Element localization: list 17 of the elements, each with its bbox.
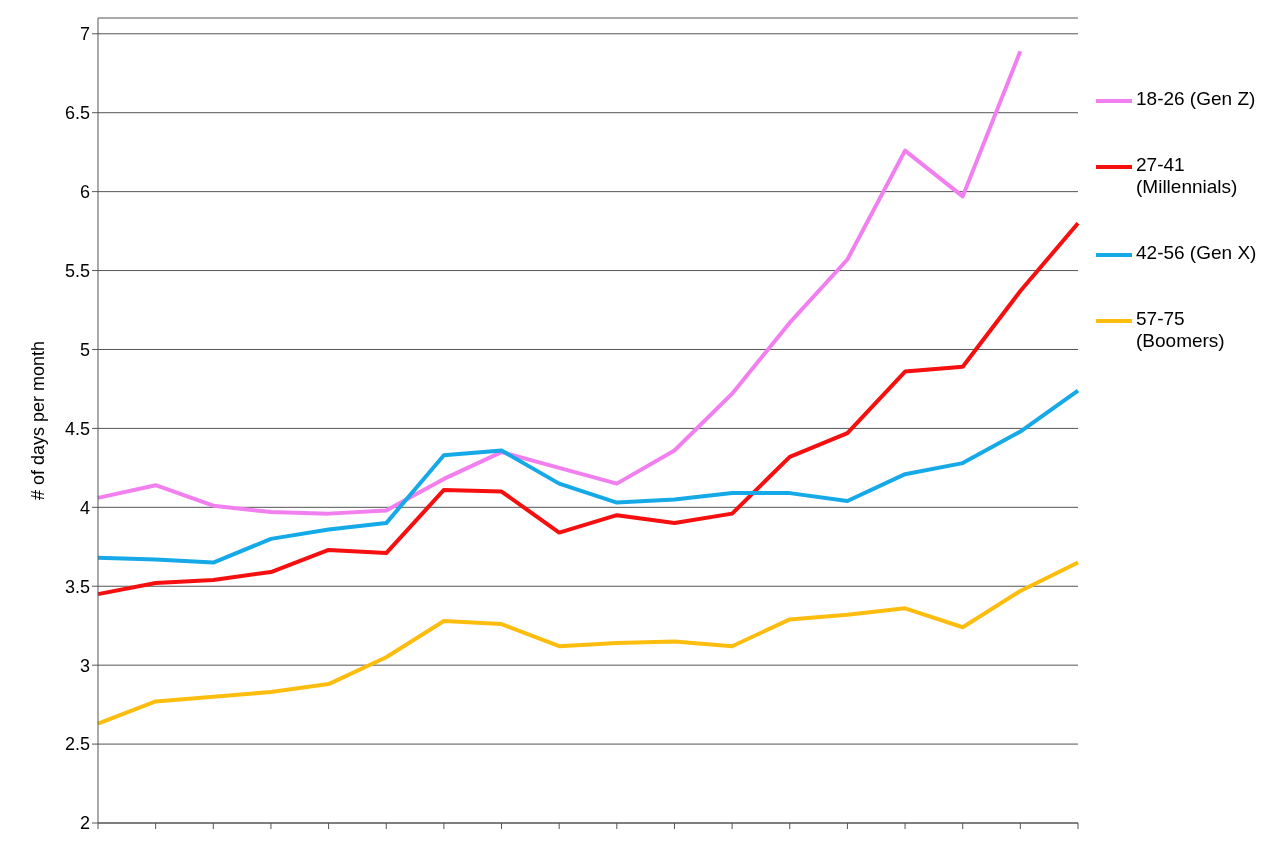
y-tick-label: 4.5 [64, 418, 90, 439]
legend-label: 18-26 (Gen Z) [1136, 88, 1257, 110]
y-tick-label: 3 [79, 655, 90, 676]
y-tick-label: 3.5 [64, 576, 90, 597]
y-tick-label: 2 [79, 813, 90, 834]
y-tick-label: 5.5 [64, 260, 90, 281]
y-tick-label: 6 [79, 182, 90, 203]
y-tick-label: 4 [79, 497, 90, 518]
line-series [96, 49, 1023, 516]
y-tick-label: 5 [79, 339, 90, 360]
y-axis-title: # of days per month [28, 340, 49, 501]
y-tick-label: 7 [79, 24, 90, 45]
legend-label: 27-41 (Millennials) [1136, 154, 1239, 198]
y-tick-label: 6.5 [64, 103, 90, 124]
legend-label: 42-56 (Gen X) [1136, 242, 1258, 264]
legend-label: 57-75 (Boomers) [1136, 308, 1226, 352]
y-tick-label: 2.5 [64, 734, 90, 755]
